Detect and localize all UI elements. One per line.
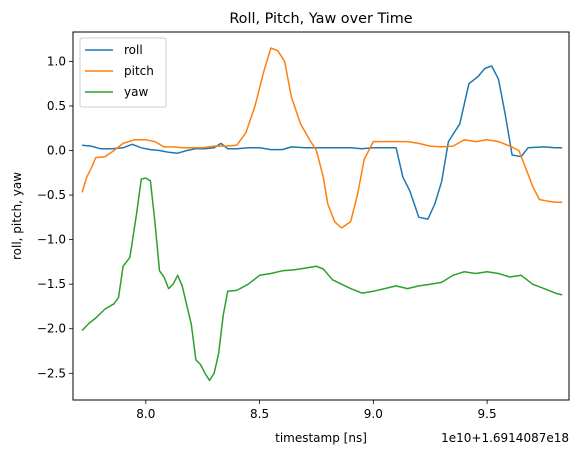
y-axis: 1.0 0.5 0.0 −0.5 −1.0 −1.5 −2.0 −2.5 [37, 54, 73, 380]
legend-box [79, 37, 167, 108]
y-tick-label: −0.5 [37, 188, 66, 202]
legend: roll pitch yaw [79, 37, 167, 108]
y-axis-label: roll, pitch, yaw [10, 172, 24, 260]
series-layer [81, 47, 563, 382]
series-line-pitch [81, 47, 563, 229]
series-line-roll [82, 65, 563, 220]
legend-label-pitch: pitch [124, 64, 154, 78]
y-tick-label: 1.0 [47, 54, 66, 68]
y-tick-label: −1.5 [37, 277, 66, 291]
y-tick-label: 0.0 [47, 144, 66, 158]
chart-title: Roll, Pitch, Yaw over Time [229, 11, 412, 27]
x-tick-label: 8.5 [250, 407, 269, 421]
plot-frame [72, 31, 570, 401]
x-tick-label: 8.0 [136, 407, 155, 421]
x-axis-label: timestamp [ns] [275, 431, 367, 445]
x-tick-label: 9.5 [478, 407, 497, 421]
x-tick-label: 9.0 [364, 407, 383, 421]
legend-label-roll: roll [124, 43, 143, 57]
y-tick-label: −1.0 [37, 233, 66, 247]
x-offset-label: 1e10+1.6914087e18 [441, 431, 569, 445]
legend-label-yaw: yaw [124, 85, 148, 99]
y-tick-label: −2.5 [37, 366, 66, 380]
y-tick-label: −2.0 [37, 322, 66, 336]
y-tick-label: 0.5 [47, 99, 66, 113]
series-line-yaw [81, 177, 563, 382]
x-axis: 8.0 8.5 9.0 9.5 [136, 400, 497, 421]
